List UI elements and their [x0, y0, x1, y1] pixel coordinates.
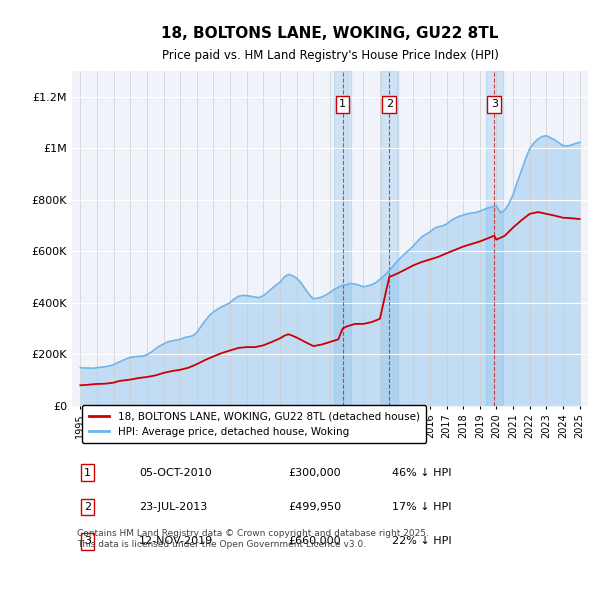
Text: 3: 3 [491, 99, 498, 109]
Text: £660,000: £660,000 [289, 536, 341, 546]
Bar [334, 71, 351, 406]
Text: Contains HM Land Registry data © Crown copyright and database right 2025.
This d: Contains HM Land Registry data © Crown c… [77, 529, 429, 549]
Text: 23-JUL-2013: 23-JUL-2013 [139, 502, 208, 512]
Legend: 18, BOLTONS LANE, WOKING, GU22 8TL (detached house), HPI: Average price, detache: 18, BOLTONS LANE, WOKING, GU22 8TL (deta… [82, 405, 426, 443]
Text: 18, BOLTONS LANE, WOKING, GU22 8TL: 18, BOLTONS LANE, WOKING, GU22 8TL [161, 27, 499, 41]
Bar [486, 71, 503, 406]
Text: 46% ↓ HPI: 46% ↓ HPI [392, 467, 451, 477]
Text: 1: 1 [339, 99, 346, 109]
Text: £300,000: £300,000 [289, 467, 341, 477]
Text: 2: 2 [386, 99, 393, 109]
Text: 05-OCT-2010: 05-OCT-2010 [139, 467, 212, 477]
Text: Price paid vs. HM Land Registry's House Price Index (HPI): Price paid vs. HM Land Registry's House … [161, 49, 499, 62]
Text: 3: 3 [84, 536, 91, 546]
Bar [381, 71, 398, 406]
Text: 1: 1 [84, 467, 91, 477]
Text: 2: 2 [84, 502, 91, 512]
Text: £499,950: £499,950 [289, 502, 342, 512]
Text: 22% ↓ HPI: 22% ↓ HPI [392, 536, 452, 546]
Text: 17% ↓ HPI: 17% ↓ HPI [392, 502, 451, 512]
Text: 12-NOV-2019: 12-NOV-2019 [139, 536, 214, 546]
